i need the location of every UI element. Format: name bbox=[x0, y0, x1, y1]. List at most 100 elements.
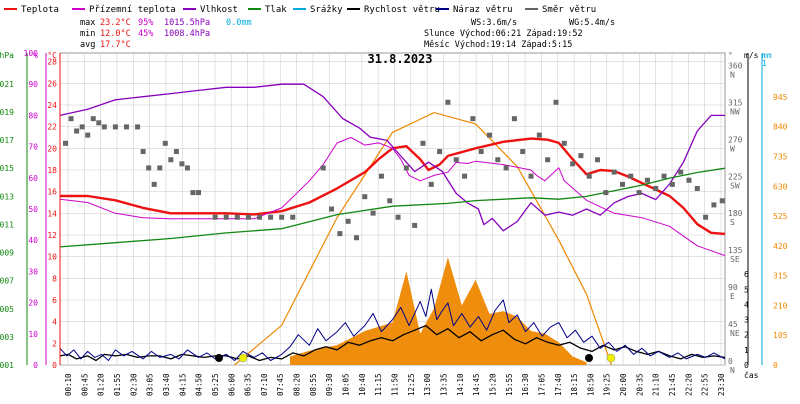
series-tlak bbox=[59, 167, 726, 248]
stat-max-temp: 23.2°C bbox=[100, 18, 131, 28]
wind-direction-point bbox=[196, 190, 202, 196]
wind-direction-point bbox=[279, 214, 285, 220]
y-tick-dir-label: N bbox=[730, 70, 735, 79]
y-tick-dir: 360 bbox=[728, 61, 743, 70]
x-tick-label: 03:05 bbox=[146, 373, 155, 396]
legend-label-srazky: Srážky bbox=[310, 5, 343, 15]
series-n-raz-v-tru bbox=[59, 288, 726, 361]
x-tick-label: 04:50 bbox=[195, 373, 204, 396]
wind-direction-point bbox=[162, 140, 168, 146]
x-tick-label: 01:20 bbox=[97, 373, 106, 396]
legend-label-rychlost: Rychlost větru bbox=[364, 5, 440, 15]
wind-direction-point bbox=[68, 116, 74, 122]
solar-curve bbox=[234, 111, 612, 366]
x-tick-label: 08:55 bbox=[309, 373, 318, 396]
x-tick-label: 03:40 bbox=[162, 373, 171, 396]
y-tick-pct: 10 bbox=[28, 330, 38, 339]
wind-direction-point bbox=[234, 214, 240, 220]
wind-direction-point bbox=[445, 99, 451, 105]
x-tick-label: 18:50 bbox=[586, 373, 595, 396]
x-tick-label: 13:35 bbox=[439, 373, 448, 396]
y-tick-solar: 105 bbox=[773, 331, 788, 340]
wind-direction-point bbox=[520, 149, 526, 155]
y-tick-solar: 630 bbox=[773, 182, 788, 191]
wind-direction-point bbox=[603, 190, 609, 196]
wind-direction-point bbox=[428, 181, 434, 187]
wind-direction-point bbox=[345, 218, 351, 224]
y-tick-pct: 20 bbox=[28, 299, 38, 308]
wind-direction-point bbox=[245, 214, 251, 220]
y-tick-solar: 210 bbox=[773, 301, 788, 310]
series-vlhkost bbox=[59, 83, 725, 232]
wind-direction-point bbox=[101, 124, 107, 130]
y-tick-solar: 735 bbox=[773, 153, 788, 162]
x-tick-label: 14:10 bbox=[456, 373, 465, 396]
x-tick-label: 06:35 bbox=[244, 373, 253, 396]
y-tick-dir-label: W bbox=[730, 144, 735, 153]
y-tick-ms: 5 bbox=[744, 285, 749, 294]
x-tick-label: 11:15 bbox=[374, 373, 383, 396]
stat-min-humidity: 45% bbox=[138, 29, 153, 39]
wind-direction-point bbox=[536, 132, 542, 138]
wind-direction-point bbox=[453, 157, 459, 163]
y-tick-ms: 2 bbox=[744, 331, 749, 340]
y-tick-degc: 4 bbox=[52, 318, 57, 327]
wind-direction-point bbox=[173, 149, 179, 155]
wind-direction-point bbox=[223, 214, 229, 220]
wind-direction-point bbox=[362, 194, 368, 200]
y-tick-dir-label: SE bbox=[730, 255, 740, 264]
y-tick-dir-label: NW bbox=[730, 107, 740, 116]
y-tick-dir: 0 bbox=[728, 357, 733, 366]
y-tick-dir-label: SW bbox=[730, 181, 740, 190]
wind-direction-point bbox=[686, 177, 692, 183]
y-tick-solar: 945 bbox=[773, 93, 788, 102]
x-axis-unit: čas bbox=[744, 370, 759, 380]
y-tick-ms: 1 bbox=[744, 346, 749, 355]
legend-label-vlhkost: Vlhkost bbox=[200, 5, 238, 15]
y-tick-dir: 45 bbox=[728, 320, 738, 329]
wind-direction-point bbox=[628, 173, 634, 179]
y-tick-degc: 18 bbox=[47, 166, 57, 175]
x-tick-label: 01:55 bbox=[113, 373, 122, 396]
y-tick-degc: 26 bbox=[47, 79, 57, 88]
wind-direction-point bbox=[636, 190, 642, 196]
axis-unit-hpa: hPa bbox=[0, 51, 14, 60]
wind-direction-point bbox=[320, 165, 326, 171]
legend-label-naraz: Náraz větru bbox=[453, 5, 513, 15]
wind-direction-point bbox=[669, 181, 675, 187]
x-tick-label: 22:55 bbox=[701, 373, 710, 396]
wind-direction-point bbox=[387, 198, 393, 204]
y-tick-degc: 12 bbox=[47, 231, 57, 240]
x-tick-label: 12:25 bbox=[407, 373, 416, 396]
wind-direction-point bbox=[486, 132, 492, 138]
wind-direction-point bbox=[370, 210, 376, 216]
stat-avg-temp: 17.7°C bbox=[100, 40, 131, 50]
x-tick-label: 17:05 bbox=[537, 373, 546, 396]
moonset-icon bbox=[215, 354, 223, 362]
x-tick-label: 09:30 bbox=[325, 373, 334, 396]
stat-wind-speed: WS:3.6m/s bbox=[471, 18, 517, 28]
wind-direction-point bbox=[511, 116, 517, 122]
x-tick-label: 00:10 bbox=[64, 373, 73, 396]
y-tick-pct: 40 bbox=[28, 236, 38, 245]
y-tick-pct: 80 bbox=[28, 111, 38, 120]
wind-direction-point bbox=[96, 120, 102, 126]
x-tick-label: 16:30 bbox=[521, 373, 530, 396]
wind-direction-point bbox=[570, 161, 576, 167]
wind-direction-point bbox=[595, 157, 601, 163]
stat-min-label: min bbox=[80, 29, 95, 39]
moonrise-icon bbox=[585, 354, 593, 362]
stat-min-pressure: 1008.4hPa bbox=[164, 29, 210, 39]
x-tick-label: 19:25 bbox=[603, 373, 612, 396]
y-tick-solar: 0 bbox=[773, 361, 778, 370]
x-tick-label: 05:25 bbox=[211, 373, 220, 396]
stat-avg-label: avg bbox=[80, 40, 95, 50]
wind-direction-point bbox=[290, 214, 296, 220]
wind-direction-point bbox=[545, 157, 551, 163]
wind-direction-point bbox=[437, 149, 443, 155]
